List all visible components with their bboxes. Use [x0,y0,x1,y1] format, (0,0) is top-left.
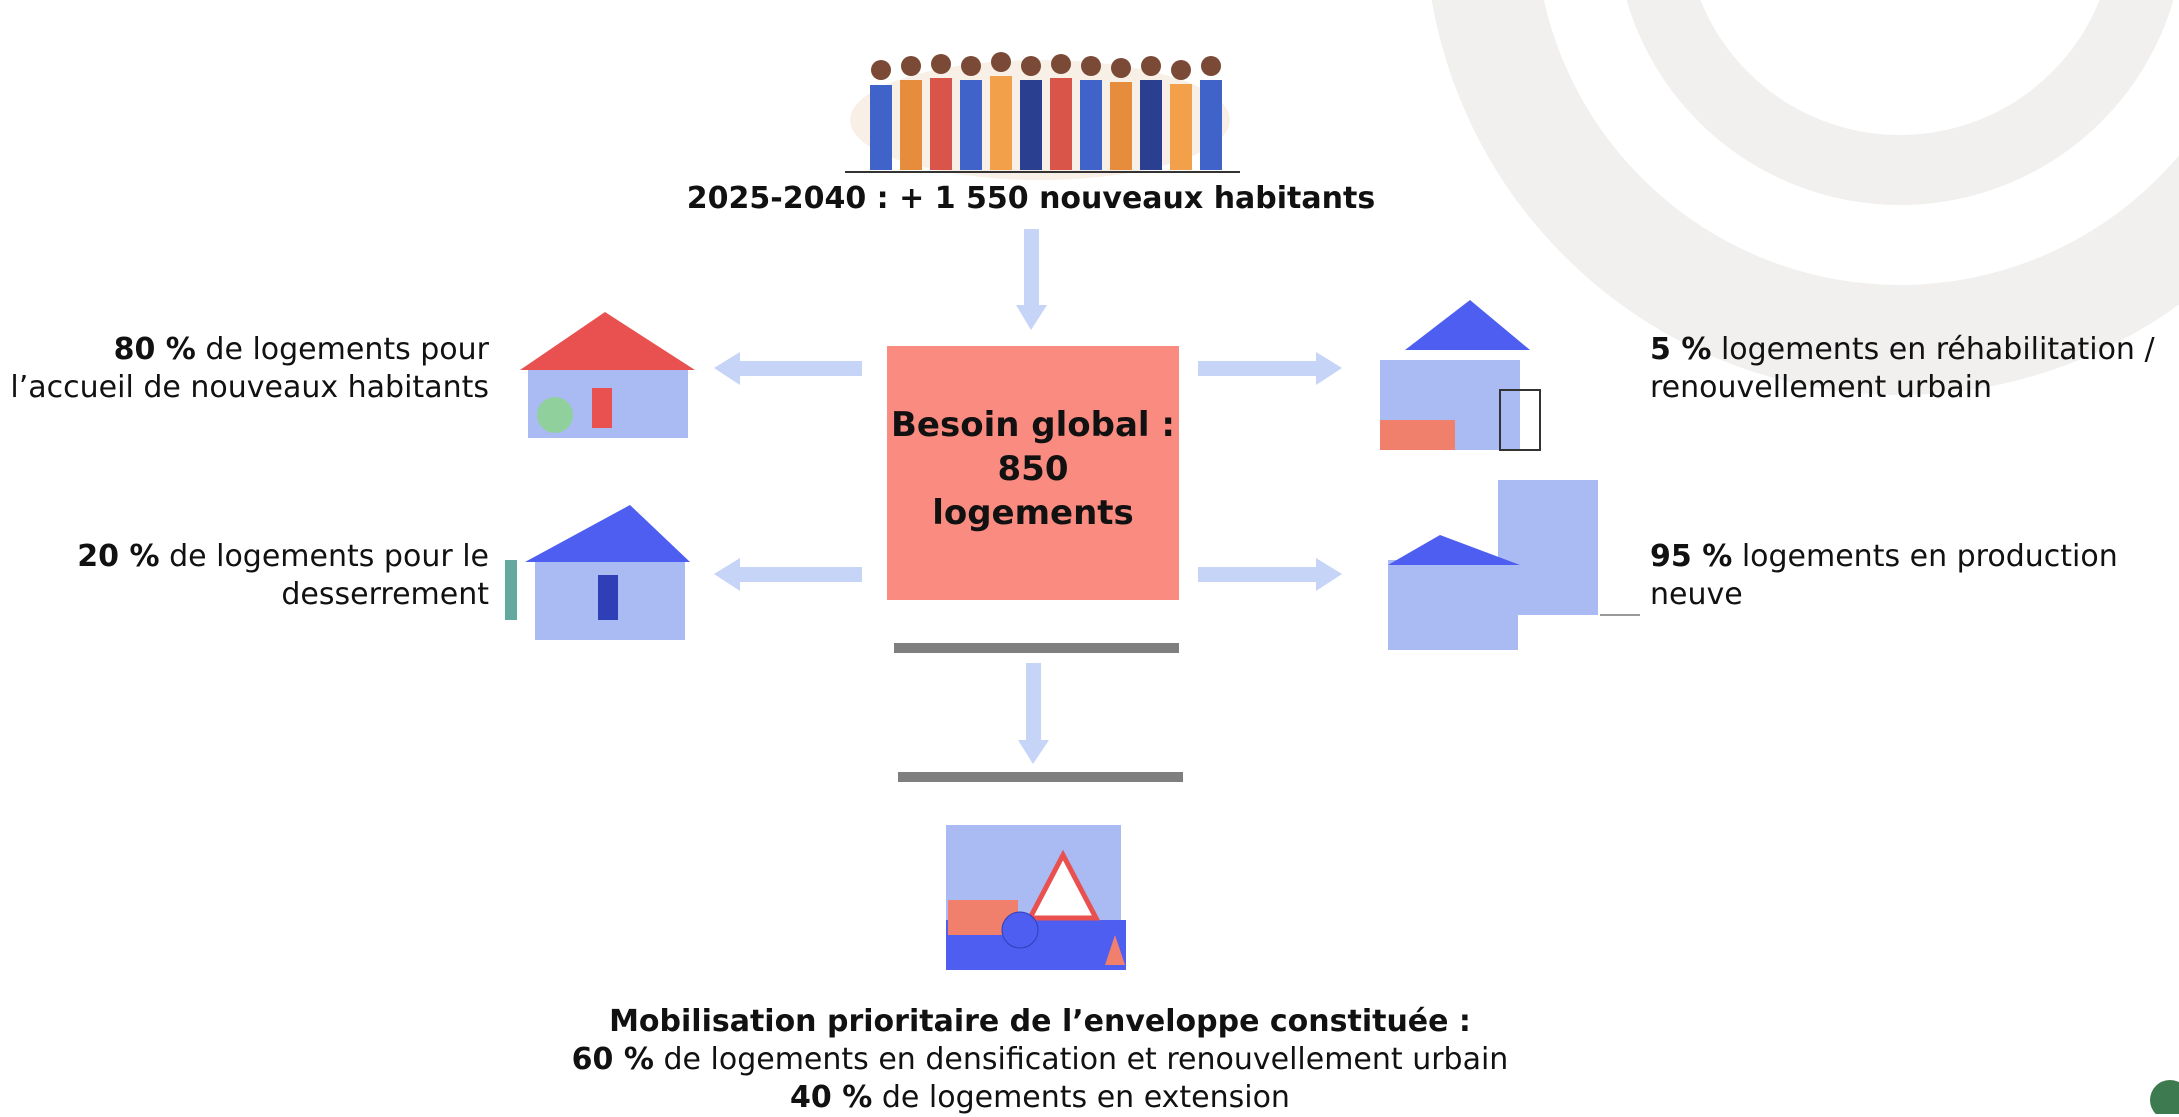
bottom-line: 40 % de logements en extension [0,1079,2080,1117]
house-accueil [520,312,695,438]
left-item: 80 % de logements pour l’accueil de nouv… [0,331,489,407]
item-text: de logements en densification et renouve… [663,1042,1508,1077]
center-line: 850 [887,447,1179,491]
item-text: de logements en extension [882,1080,1290,1115]
right-item: 5 % logements en réhabilitation / renouv… [1650,331,2170,407]
page: 2025-2040 : + 1 550 nouveaux habitants B… [0,0,2179,1114]
share: 20 % [77,539,159,574]
share: 60 % [572,1042,654,1077]
background-arcs [1480,0,2179,340]
corner-dot [2150,1080,2179,1114]
right-item: 95 % logements en production neuve [1650,538,2150,614]
share: 5 % [1650,332,1711,367]
people-illustration [845,52,1240,180]
bottom-title: Mobilisation prioritaire de l’enveloppe … [0,1003,2080,1041]
share: 95 % [1650,539,1732,574]
item-text: de logements pour le desserrement [169,539,489,612]
bottom-line: 60 % de logements en densification et re… [0,1041,2080,1079]
share: 80 % [114,332,196,367]
item-text: de logements pour l’accueil de nouveaux … [10,332,489,405]
center-line: Besoin global : [887,403,1179,447]
share: 40 % [790,1080,872,1115]
left-item: 20 % de logements pour le desserrement [60,538,489,614]
house-rehabilitation [1380,300,1540,450]
top-caption: 2025-2040 : + 1 550 nouveaux habitants [0,180,2062,218]
center-label: Besoin global : 850 logements [887,403,1179,535]
house-production [1388,480,1640,650]
house-desserrement [505,505,690,640]
construction-illustration [946,825,1126,970]
separator-bar [894,643,1179,653]
bottom-block: Mobilisation prioritaire de l’enveloppe … [0,1003,2080,1117]
item-text: logements en réhabilitation / renouvelle… [1650,332,2155,405]
separator-bar [898,772,1183,782]
center-line: logements [887,491,1179,535]
